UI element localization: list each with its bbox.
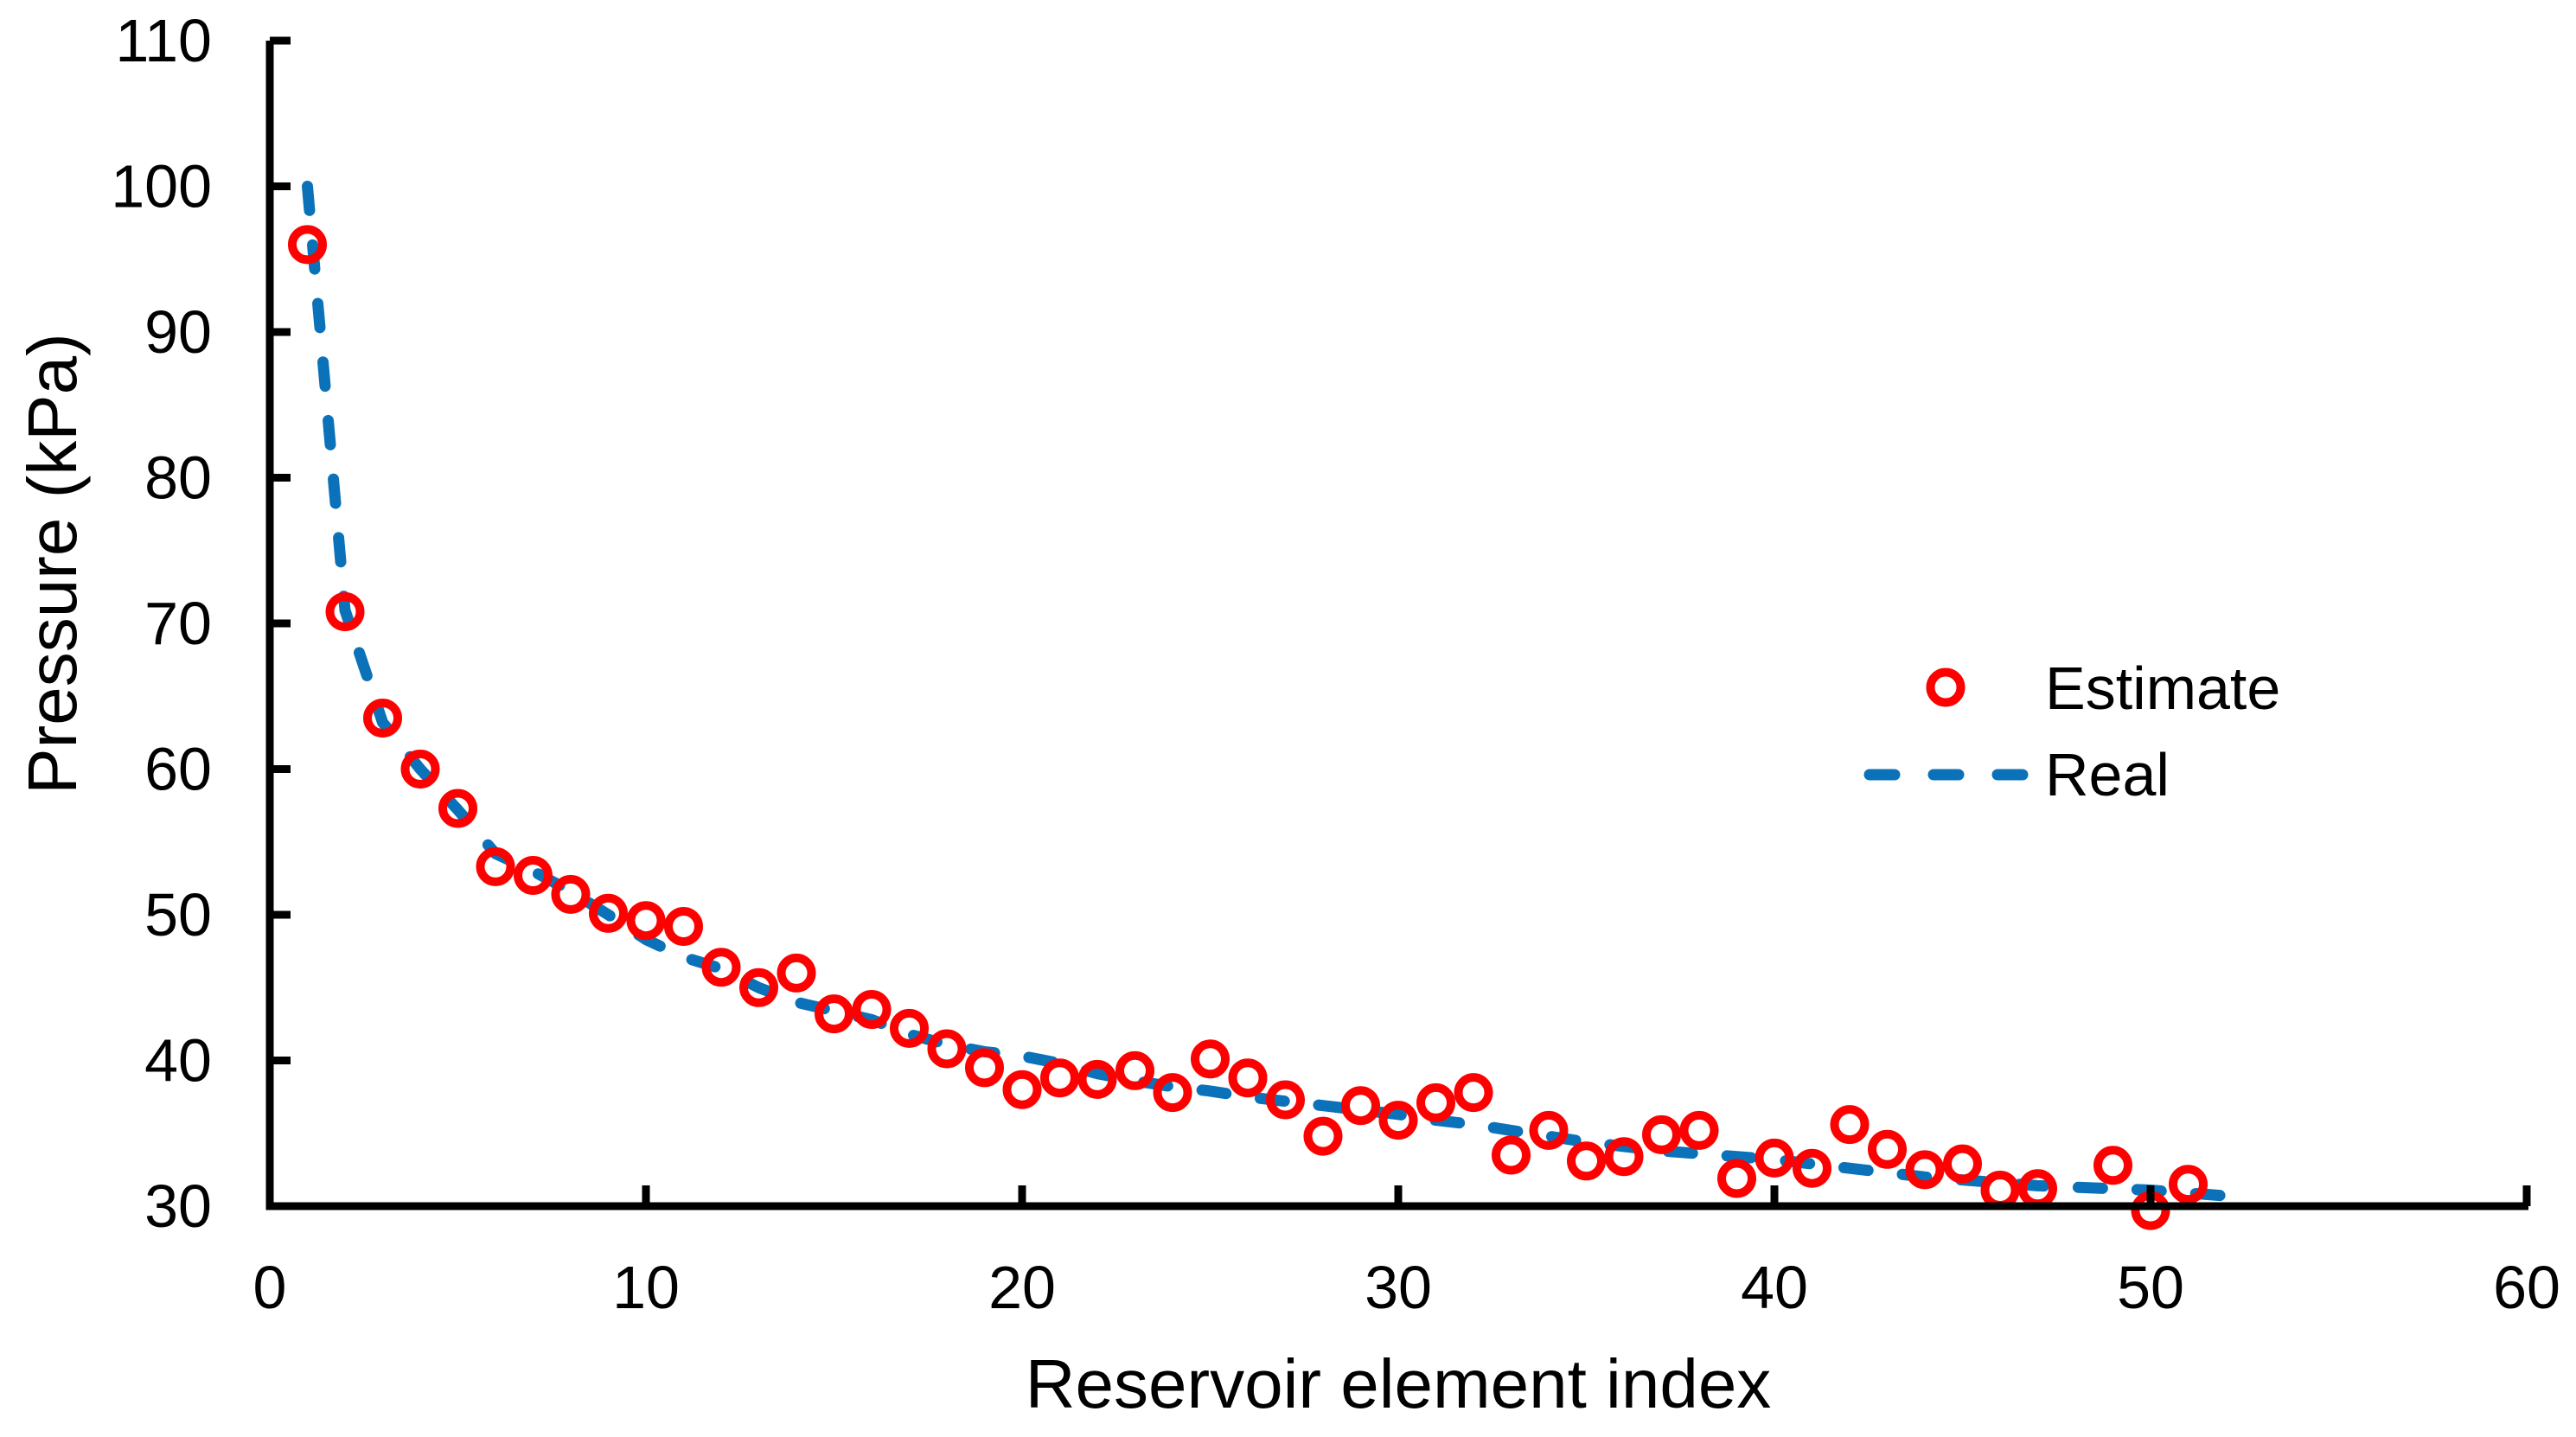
data-point-marker [1868, 1129, 1907, 1169]
x-tick-label: 0 [253, 1254, 287, 1321]
data-point-marker [2169, 1165, 2208, 1204]
legend-estimate-label: Estimate [2045, 655, 2280, 722]
axis-ticks [265, 36, 2531, 1210]
data-point-marker [1191, 1039, 1230, 1079]
data-point-marker [589, 893, 628, 933]
data-point-marker [1303, 1116, 1343, 1156]
data-point-marker [1905, 1150, 1945, 1190]
data-point-marker [1717, 1159, 1756, 1198]
y-tick-label: 90 [144, 298, 212, 366]
x-tick-label: 20 [988, 1254, 1056, 1321]
data-point-marker [777, 953, 816, 993]
data-point-marker [1604, 1137, 1644, 1177]
y-tick-label: 30 [144, 1172, 212, 1240]
data-point-marker [325, 592, 365, 631]
real-curve-line [302, 181, 2254, 1204]
data-point-marker [438, 789, 477, 828]
data-point-marker [288, 225, 327, 265]
data-point-marker [2093, 1146, 2132, 1185]
data-point-marker [1077, 1059, 1117, 1099]
y-axis-title: Pressure (kPa) [14, 333, 91, 794]
y-tick-label: 100 [111, 153, 212, 220]
x-tick-label: 50 [2117, 1254, 2184, 1321]
data-point-marker [1567, 1141, 1606, 1181]
data-point-marker [1378, 1101, 1418, 1140]
data-point-marker [815, 994, 853, 1034]
axis-tick-labels: 0 10 20 30 40 50 60 30 40 50 60 70 80 90 100 110 [111, 7, 2560, 1321]
data-point-marker [1266, 1080, 1305, 1120]
y-tick-label: 60 [144, 736, 212, 803]
x-tick-label: 60 [2493, 1254, 2560, 1321]
data-point-marker [739, 968, 778, 1007]
y-tick-label: 40 [144, 1027, 212, 1095]
data-point-marker [701, 948, 741, 987]
y-tick-label: 80 [144, 444, 212, 512]
data-point-marker [626, 901, 666, 941]
data-point-marker [664, 907, 703, 946]
data-point-marker [363, 699, 402, 738]
data-point-marker [965, 1048, 1004, 1088]
data-point-marker [1002, 1070, 1042, 1109]
data-point-marker [1642, 1114, 1681, 1154]
data-point-marker [1040, 1058, 1079, 1098]
y-tick-label: 70 [144, 590, 212, 657]
data-point-marker [1341, 1086, 1380, 1126]
x-tick-label: 10 [612, 1254, 680, 1321]
data-point-marker [514, 856, 553, 895]
legend-estimate-marker-icon [1926, 667, 1966, 707]
estimate-marker-series [288, 225, 2208, 1230]
data-point-marker [476, 846, 515, 886]
data-point-marker [1228, 1058, 1268, 1098]
data-point-marker [1755, 1138, 1794, 1178]
axes [265, 41, 2528, 1210]
data-point-marker [1416, 1083, 1455, 1122]
data-point-marker [1679, 1110, 1719, 1150]
x-tick-label: 30 [1365, 1254, 1432, 1321]
data-point-marker [1830, 1105, 1870, 1145]
data-point-marker [1980, 1171, 2020, 1210]
y-tick-label: 110 [115, 7, 212, 74]
data-point-marker [1492, 1135, 1531, 1175]
data-point-marker [551, 874, 591, 914]
legend-real-label: Real [2045, 741, 2170, 808]
data-point-marker [1115, 1051, 1154, 1090]
legend: Estimate Real [1863, 655, 2280, 808]
data-point-marker [1153, 1073, 1192, 1113]
data-point-marker [852, 990, 892, 1029]
x-tick-label: 40 [1741, 1254, 1808, 1321]
x-axis-title: Reservoir element index [1026, 1345, 1772, 1422]
data-point-marker [1529, 1110, 1569, 1150]
data-point-marker [1454, 1073, 1493, 1113]
data-point-marker [890, 1008, 929, 1048]
data-point-marker [1943, 1144, 1982, 1184]
real-curve-series [302, 181, 2254, 1204]
data-point-marker [400, 750, 440, 789]
y-tick-label: 50 [144, 881, 212, 948]
data-point-marker [927, 1029, 967, 1069]
data-point-marker [1793, 1148, 1831, 1188]
